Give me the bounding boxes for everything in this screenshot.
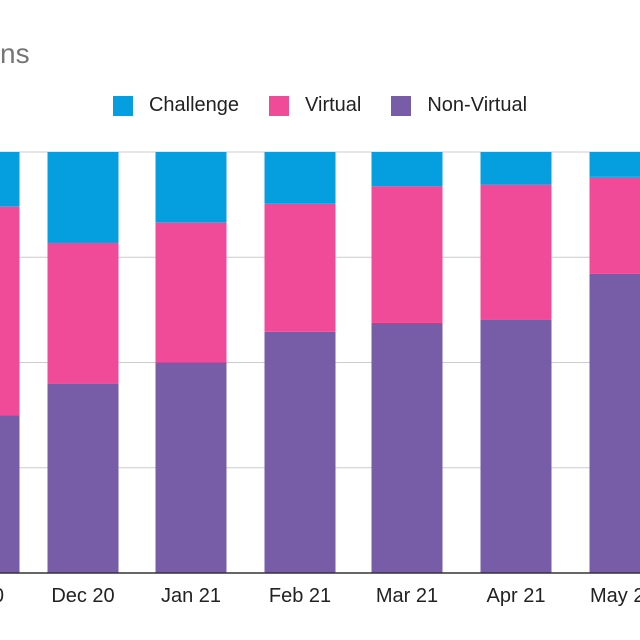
legend-label: Virtual xyxy=(305,94,362,116)
bar-non-virtual-jan-21 xyxy=(155,362,227,573)
bar-virtual-apr-21 xyxy=(480,184,552,320)
bar-non-virtual-may-2 xyxy=(589,273,640,573)
bar-virtual-feb-21 xyxy=(264,203,336,332)
bar-challenge-jan-21 xyxy=(155,152,227,223)
bar-virtual-jan-21 xyxy=(155,222,227,363)
bar-non-virtual-apr-21 xyxy=(480,319,552,573)
legend-swatch xyxy=(269,95,290,116)
x-tick-label: Jan 21 xyxy=(161,585,221,607)
bar-virtual-may-2 xyxy=(589,176,640,274)
bar-challenge-feb-21 xyxy=(264,152,336,204)
bar-virtual-dec-20 xyxy=(47,242,119,384)
x-tick-label: May 2 xyxy=(590,585,640,607)
bar-challenge-apr-21 xyxy=(480,152,552,185)
legend-swatch xyxy=(391,95,412,116)
bar-non-virtual-mar-21 xyxy=(371,322,443,573)
legend-item-non-virtual: Non-Virtual xyxy=(391,94,527,117)
x-tick-label: 0 xyxy=(0,585,4,607)
bar-challenge-dec-20 xyxy=(47,152,119,243)
legend-swatch xyxy=(112,95,133,116)
x-tick-label: Apr 21 xyxy=(487,585,546,607)
bar-virtual-mar-21 xyxy=(371,186,443,323)
x-tick-label: Feb 21 xyxy=(269,585,331,607)
x-tick-label: Dec 20 xyxy=(51,585,114,607)
bar-challenge-may-2 xyxy=(589,152,640,177)
bar-challenge-mar-21 xyxy=(371,152,443,187)
chart-legend: Challenge Virtual Non-Virtual xyxy=(0,94,640,117)
bar-non-virtual-feb-21 xyxy=(264,331,336,573)
bar-non-virtual-dec-20 xyxy=(47,383,119,573)
legend-label: Non-Virtual xyxy=(427,94,528,116)
legend-item-virtual: Virtual xyxy=(269,94,361,117)
x-tick-label: Mar 21 xyxy=(376,585,438,607)
chart-title: ns xyxy=(0,38,30,69)
legend-item-challenge: Challenge xyxy=(112,94,240,117)
bar-non-virtual-0 xyxy=(0,415,20,573)
bar-virtual-0 xyxy=(0,206,20,416)
bar-challenge-0 xyxy=(0,152,20,207)
legend-label: Challenge xyxy=(148,94,240,116)
